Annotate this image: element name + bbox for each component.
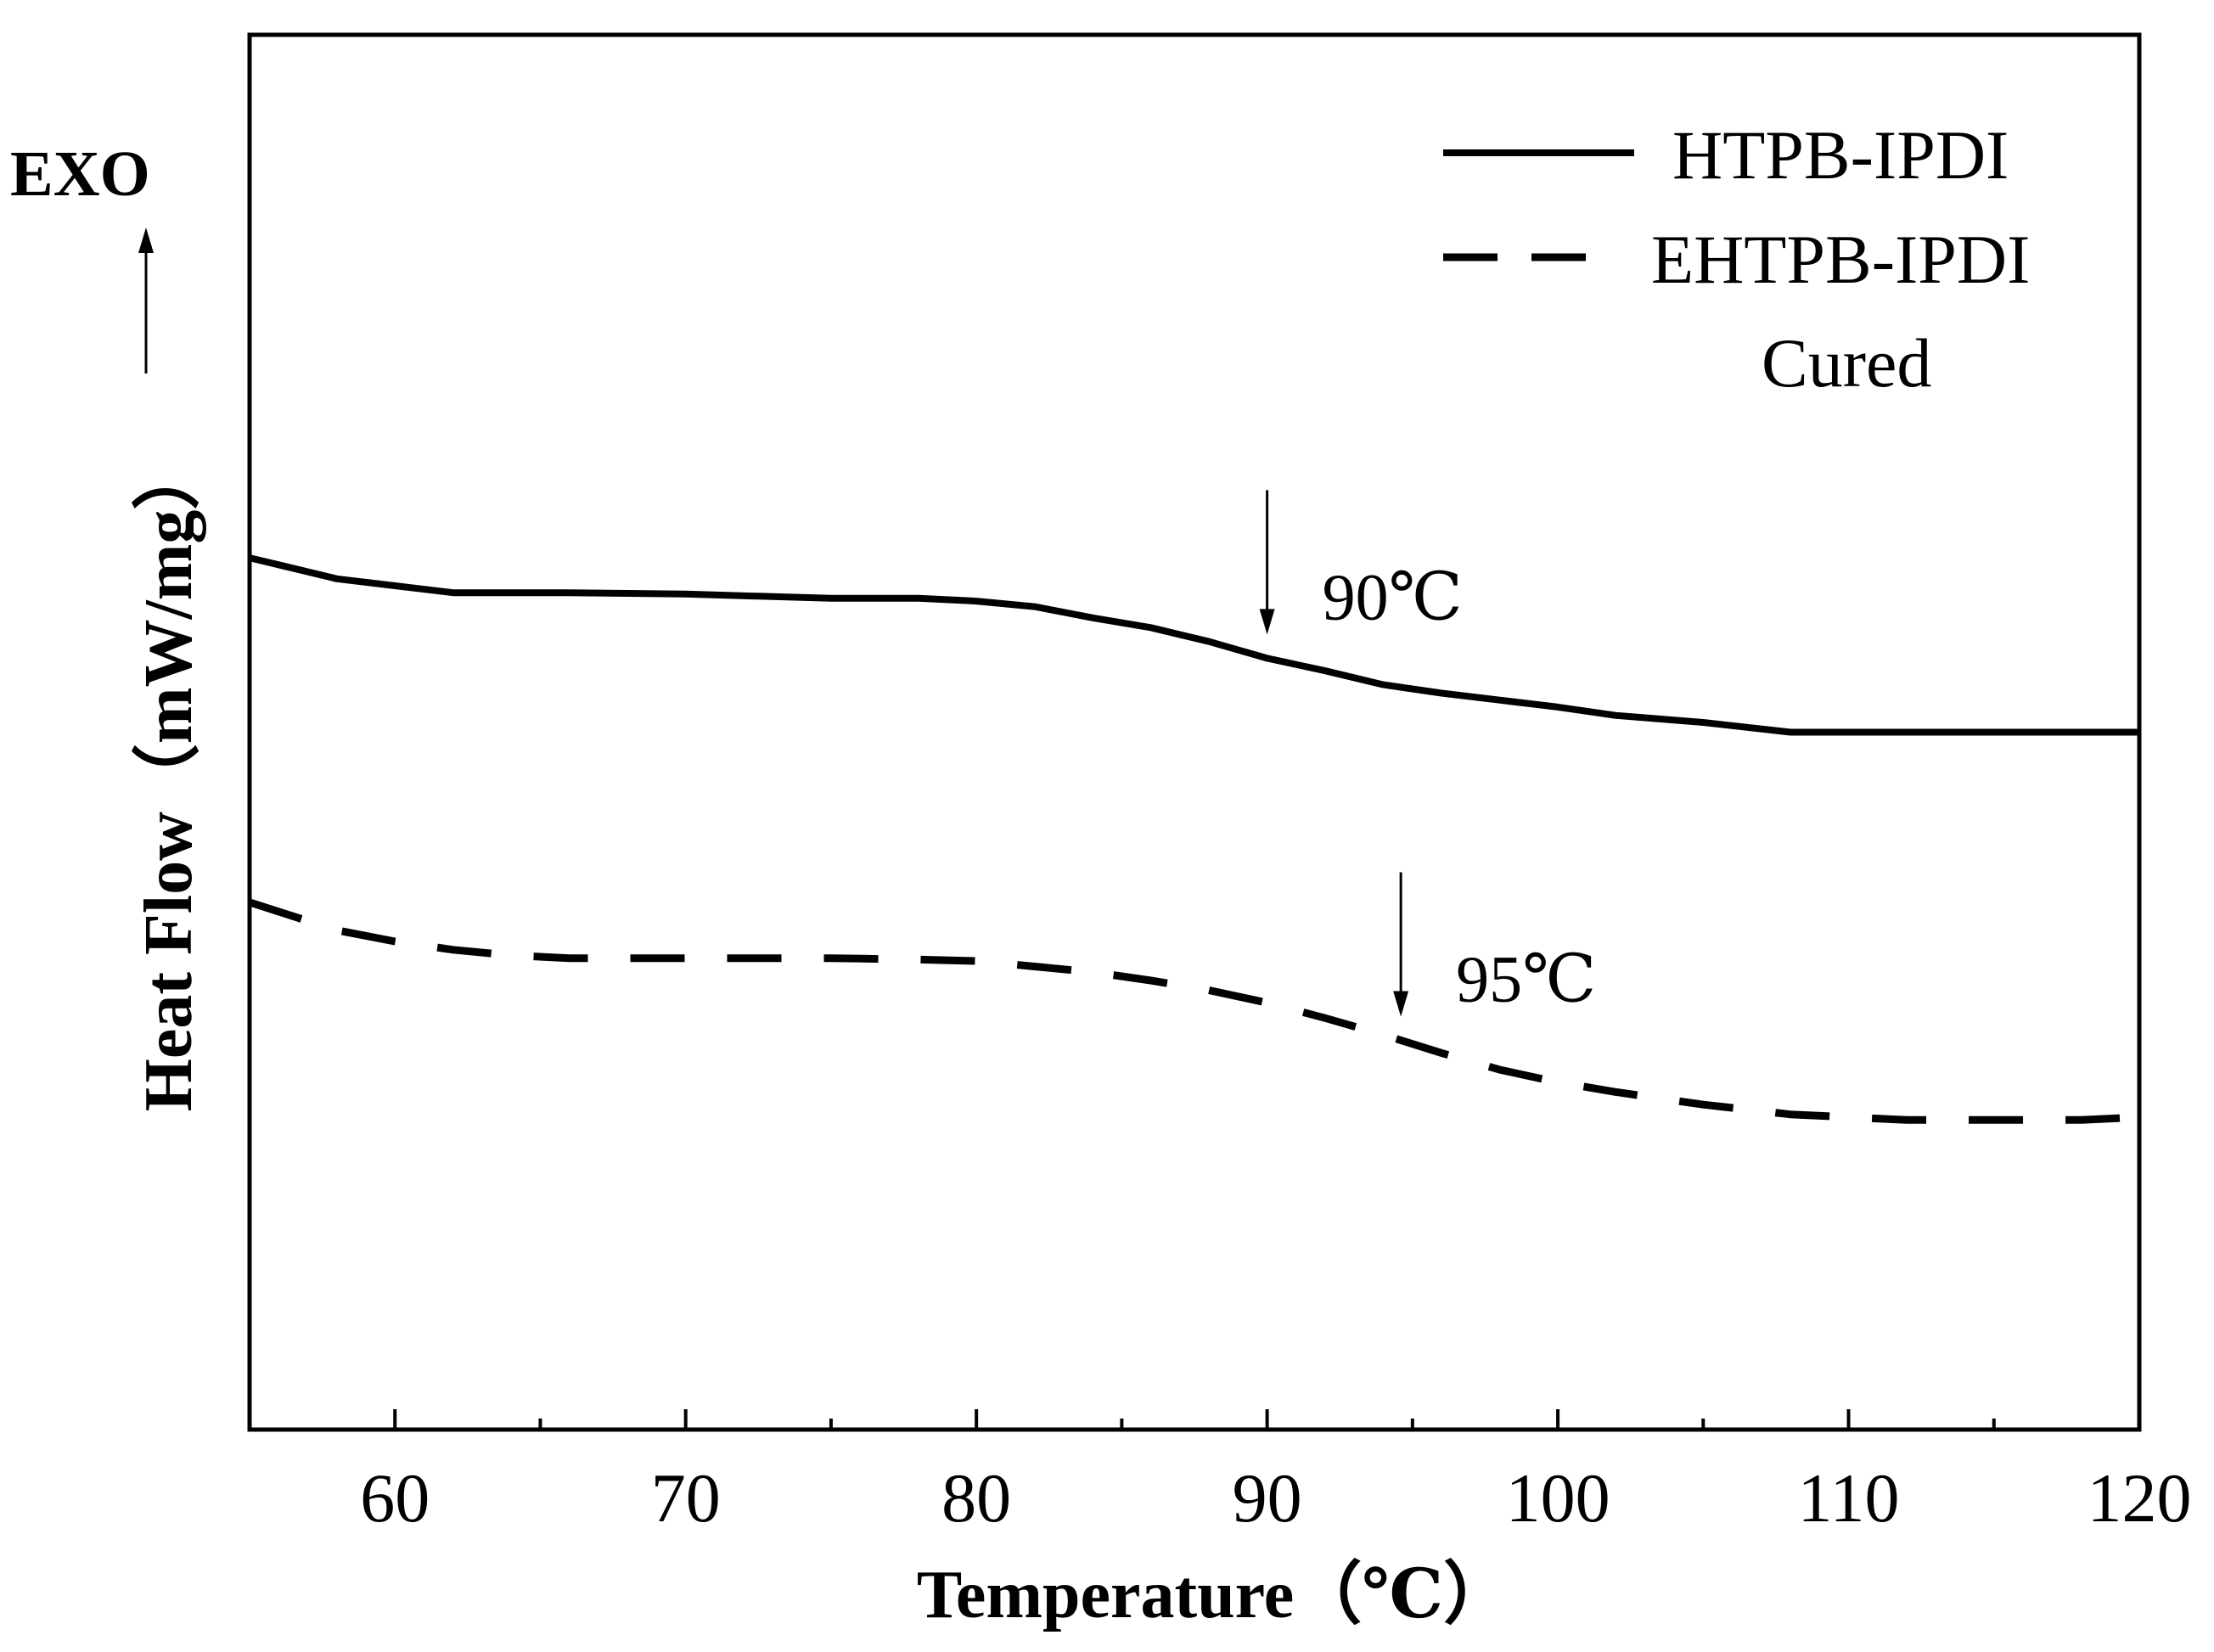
- legend-label-htpb-ipdi: HTPB-IPDI: [1672, 116, 2009, 194]
- legend-note-cured: Cured: [1762, 324, 1931, 402]
- x-ticks: 60 70 80 90 100 110 120: [360, 1409, 2192, 1537]
- x-tick-label-90: 90: [1233, 1459, 1302, 1537]
- x-tick-label-120: 120: [2088, 1459, 2192, 1537]
- annotation-arrowhead-2: [1393, 991, 1409, 1017]
- x-axis-title: Temperature（℃）: [917, 1558, 1511, 1632]
- x-tick-label-100: 100: [1506, 1459, 1610, 1537]
- series-line-htpb-ipdi: [249, 554, 2139, 736]
- series-line-ehtpb-ipdi: [248, 898, 2140, 1124]
- exo-label: EXO: [10, 138, 150, 210]
- legend-label-ehtpb-ipdi: EHTPB-IPDI: [1651, 221, 2030, 298]
- annotation-label-1: 90℃: [1323, 559, 1463, 633]
- x-tick-label-70: 70: [651, 1459, 721, 1537]
- series-group: [248, 554, 2140, 1124]
- y-axis-title: Heat Flow（mW/mg）: [132, 442, 206, 1112]
- annotation-label-2: 95℃: [1456, 941, 1596, 1015]
- exo-arrow-head: [138, 228, 154, 253]
- x-tick-label-80: 80: [941, 1459, 1011, 1537]
- annotations-group: 90℃ 95℃: [1259, 490, 1596, 1017]
- x-tick-label-60: 60: [360, 1459, 430, 1537]
- x-tick-label-110: 110: [1798, 1459, 1900, 1537]
- annotation-arrowhead-1: [1259, 609, 1275, 635]
- legend: HTPB-IPDI EHTPB-IPDI Cured: [1443, 116, 2030, 402]
